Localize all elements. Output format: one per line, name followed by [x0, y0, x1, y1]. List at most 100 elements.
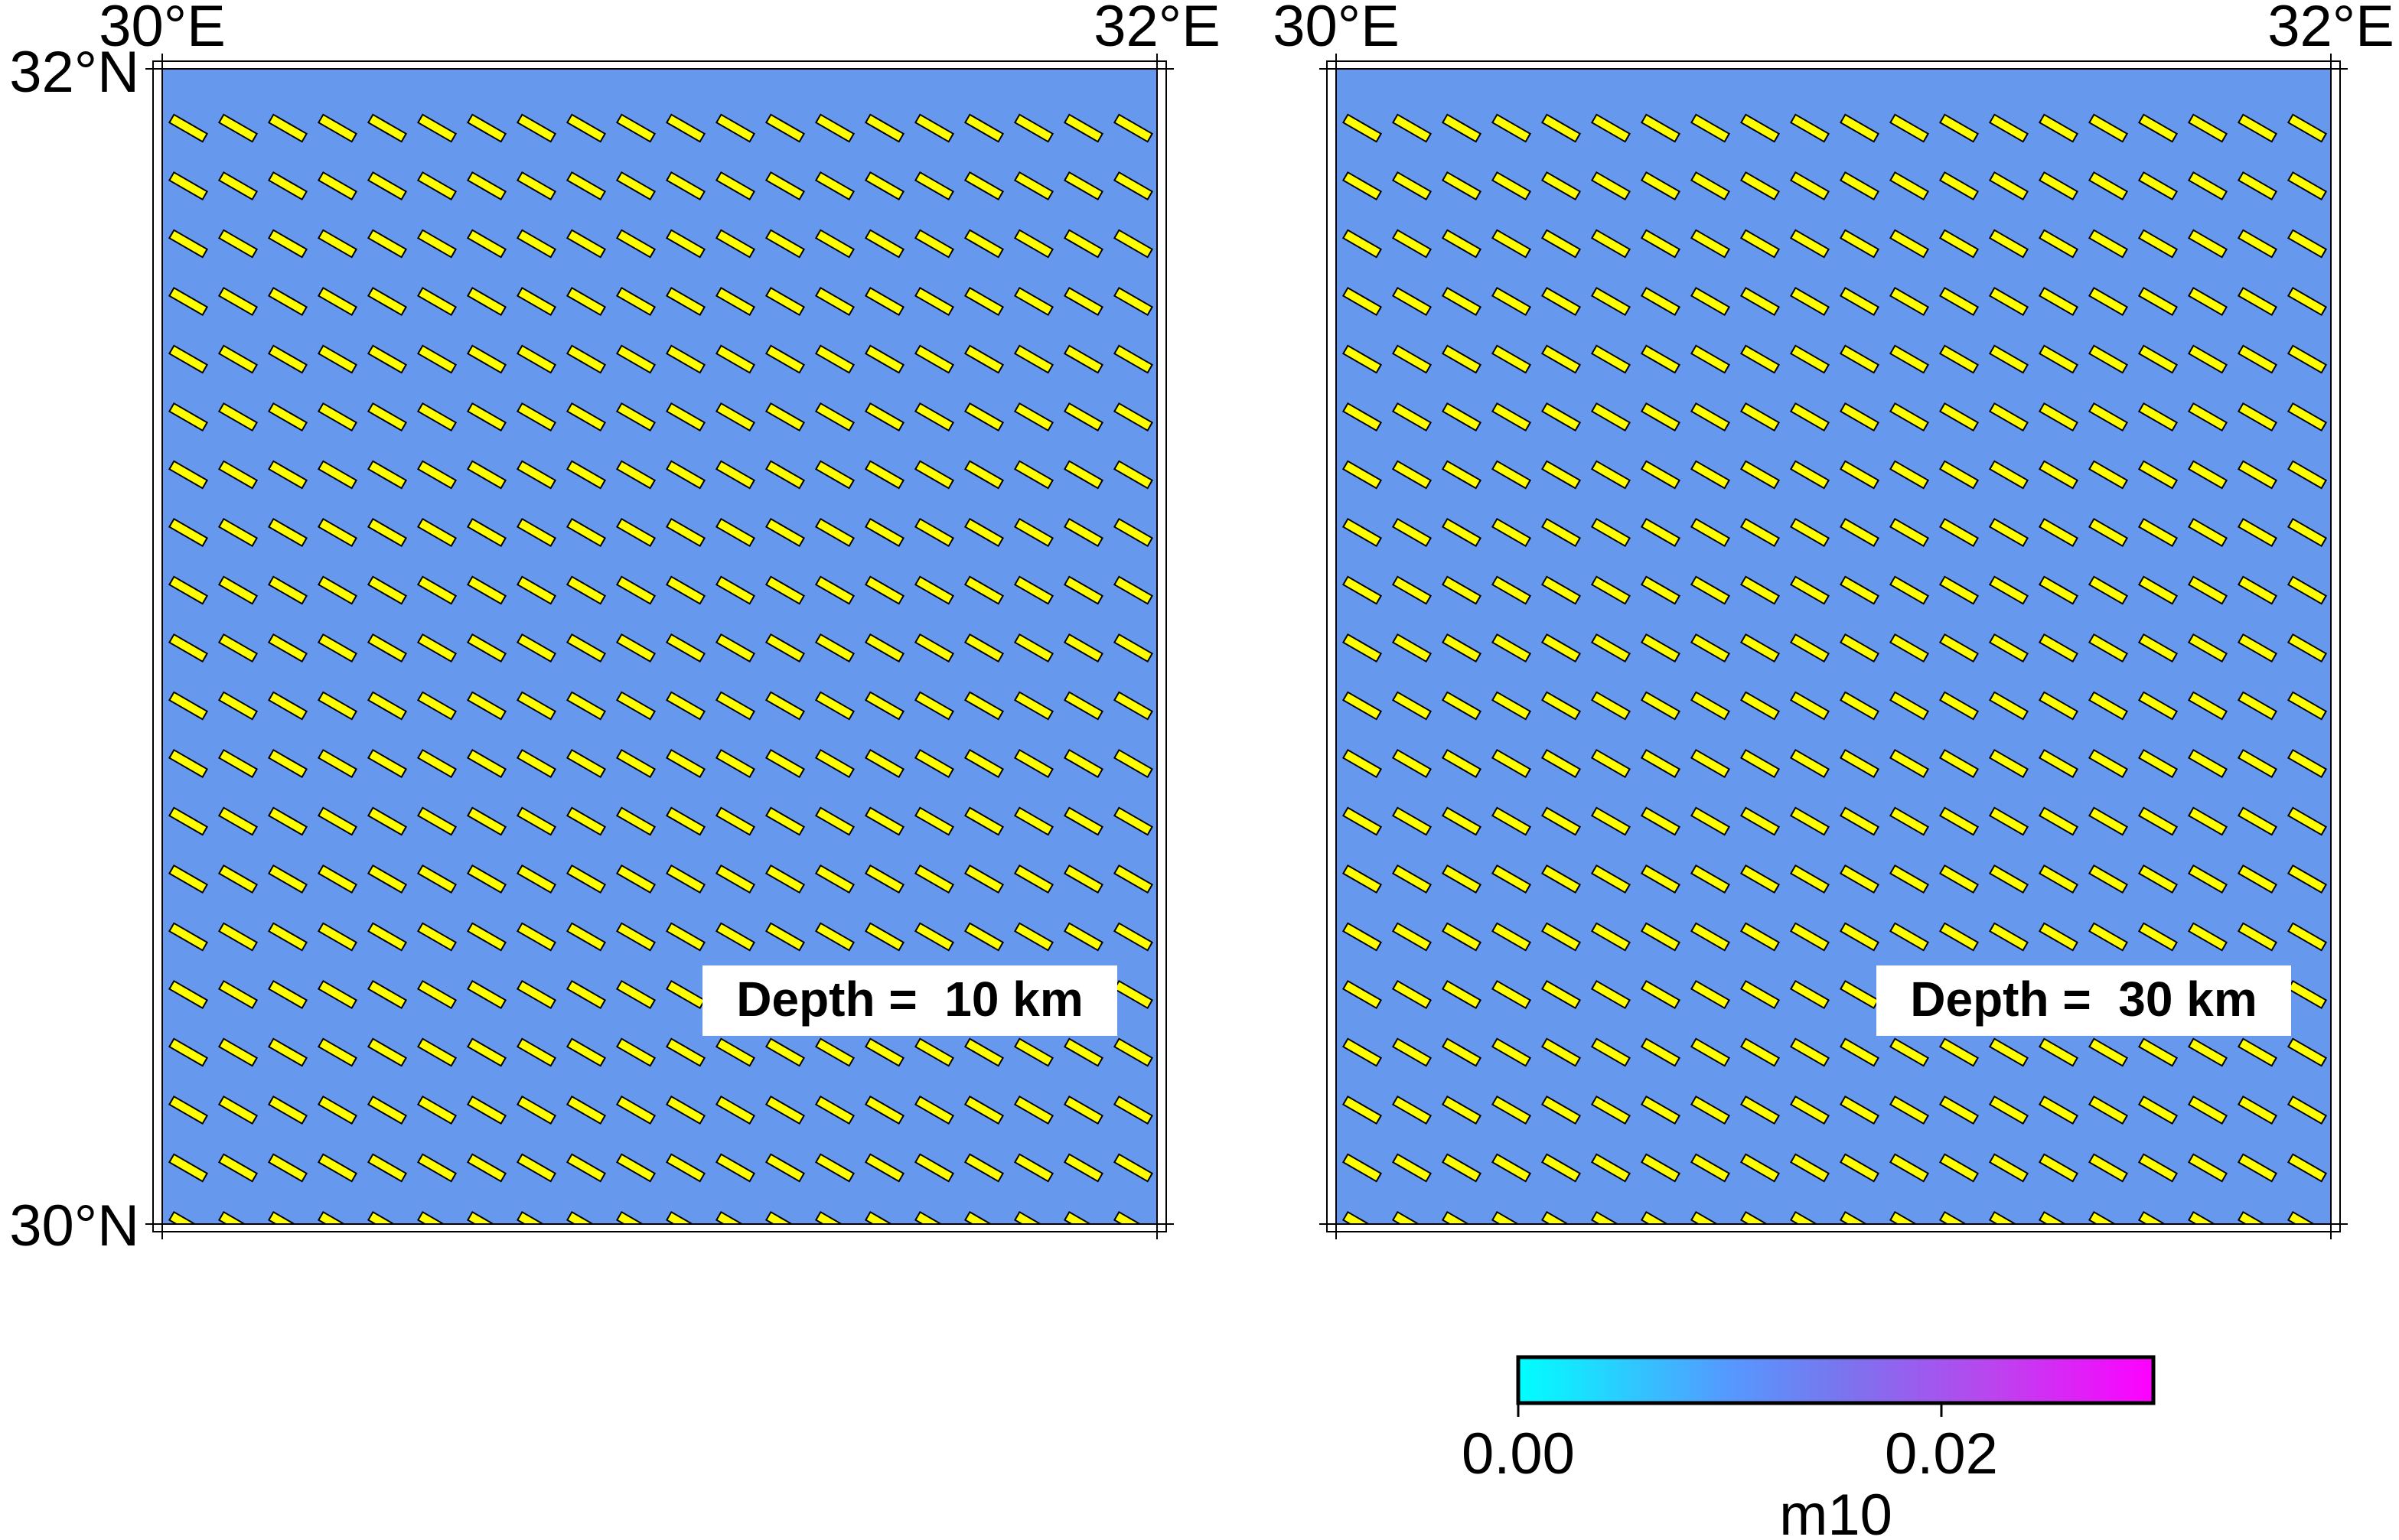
anisotropy-stick	[2088, 460, 2129, 490]
anisotropy-stick	[1988, 1037, 2029, 1067]
anisotropy-stick	[1690, 575, 1731, 605]
anisotropy-stick	[1063, 171, 1104, 201]
anisotropy-stick	[864, 922, 905, 952]
anisotropy-stick	[566, 864, 607, 894]
anisotropy-sticks	[168, 113, 1154, 1224]
anisotropy-stick	[764, 460, 806, 490]
anisotropy-stick	[1789, 229, 1830, 259]
map-panel-depth-30: 30°E 32°E Depth = 30 km	[1273, 0, 2394, 1239]
anisotropy-stick	[566, 229, 607, 259]
anisotropy-stick	[267, 1037, 308, 1067]
anisotropy-stick	[367, 1095, 408, 1125]
anisotropy-stick	[1491, 402, 1532, 432]
anisotropy-stick	[1889, 229, 1930, 259]
anisotropy-stick	[1590, 344, 1631, 374]
anisotropy-stick	[1590, 748, 1631, 779]
anisotropy-stick	[1988, 575, 2029, 605]
anisotropy-stick	[1391, 1095, 1433, 1125]
anisotropy-stick	[516, 633, 557, 663]
anisotropy-stick	[2237, 1095, 2278, 1125]
anisotropy-stick	[864, 1095, 905, 1125]
anisotropy-stick	[665, 171, 706, 201]
anisotropy-stick	[2038, 344, 2079, 374]
anisotropy-stick	[1839, 1210, 1880, 1224]
anisotropy-stick	[2088, 1095, 2129, 1125]
anisotropy-stick	[1889, 1153, 1930, 1183]
anisotropy-stick	[1789, 806, 1830, 836]
anisotropy-stick	[1391, 864, 1433, 894]
anisotropy-stick	[1391, 1153, 1433, 1183]
anisotropy-stick	[615, 1037, 657, 1067]
anisotropy-stick	[1341, 1037, 1383, 1067]
anisotropy-stick	[814, 922, 856, 952]
anisotropy-stick	[516, 575, 557, 605]
anisotropy-stick	[566, 1153, 607, 1183]
anisotropy-stick	[864, 806, 905, 836]
anisotropy-stick	[466, 344, 507, 374]
anisotropy-stick	[217, 1210, 259, 1224]
anisotropy-stick	[2237, 1153, 2278, 1183]
anisotropy-stick	[1640, 1037, 1681, 1067]
anisotropy-stick	[715, 748, 756, 779]
anisotropy-stick	[764, 806, 806, 836]
anisotropy-stick	[1889, 691, 1930, 721]
anisotropy-stick	[317, 575, 358, 605]
anisotropy-stick	[864, 344, 905, 374]
anisotropy-stick	[1441, 691, 1482, 721]
anisotropy-stick	[2038, 402, 2079, 432]
anisotropy-stick	[367, 229, 408, 259]
x-label-left: 30°E	[1273, 0, 1400, 59]
anisotropy-stick	[2088, 344, 2129, 374]
anisotropy-stick	[1113, 402, 1154, 432]
map-panel-depth-10: 30°E 32°E 32°N 30°N Depth = 10 km	[9, 0, 1221, 1258]
anisotropy-stick	[2187, 517, 2228, 548]
anisotropy-stick	[416, 1153, 458, 1183]
anisotropy-stick	[2237, 229, 2278, 259]
anisotropy-stick	[764, 1153, 806, 1183]
anisotropy-stick	[317, 1095, 358, 1125]
anisotropy-stick	[2088, 864, 2129, 894]
anisotropy-stick	[963, 171, 1005, 201]
anisotropy-stick	[1341, 1153, 1383, 1183]
anisotropy-stick	[1889, 922, 1930, 952]
anisotropy-stick	[2038, 748, 2079, 779]
anisotropy-stick	[1590, 1153, 1631, 1183]
anisotropy-stick	[1739, 691, 1781, 721]
anisotropy-stick	[1839, 864, 1880, 894]
anisotropy-stick	[2038, 1037, 2079, 1067]
anisotropy-stick	[1590, 1037, 1631, 1067]
anisotropy-stick	[1013, 171, 1054, 201]
anisotropy-stick	[1391, 633, 1433, 663]
anisotropy-stick	[1391, 113, 1433, 143]
anisotropy-stick	[914, 864, 955, 894]
anisotropy-stick	[1013, 517, 1054, 548]
anisotropy-stick	[1938, 633, 1980, 663]
anisotropy-stick	[168, 113, 209, 143]
anisotropy-stick	[1063, 344, 1104, 374]
anisotropy-stick	[1889, 517, 1930, 548]
anisotropy-stick	[864, 460, 905, 490]
anisotropy-stick	[1839, 748, 1880, 779]
anisotropy-stick	[566, 806, 607, 836]
anisotropy-stick	[1988, 864, 2029, 894]
anisotropy-stick	[2187, 1037, 2228, 1067]
anisotropy-stick	[715, 806, 756, 836]
anisotropy-stick	[367, 1037, 408, 1067]
anisotropy-stick	[2187, 113, 2228, 143]
anisotropy-stick	[168, 402, 209, 432]
anisotropy-stick	[2038, 113, 2079, 143]
anisotropy-stick	[1341, 344, 1383, 374]
anisotropy-stick	[1690, 979, 1731, 1010]
anisotropy-stick	[367, 864, 408, 894]
anisotropy-stick	[1013, 460, 1054, 490]
anisotropy-stick	[367, 1153, 408, 1183]
anisotropy-stick	[1590, 517, 1631, 548]
anisotropy-stick	[1988, 517, 2029, 548]
anisotropy-stick	[1988, 286, 2029, 317]
anisotropy-stick	[2187, 1153, 2228, 1183]
anisotropy-stick	[1391, 691, 1433, 721]
anisotropy-stick	[1789, 1153, 1830, 1183]
anisotropy-stick	[466, 1095, 507, 1125]
anisotropy-stick	[516, 1210, 557, 1224]
anisotropy-stick	[466, 402, 507, 432]
